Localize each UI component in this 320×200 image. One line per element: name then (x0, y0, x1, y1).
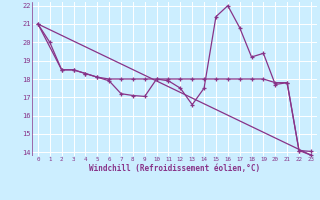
X-axis label: Windchill (Refroidissement éolien,°C): Windchill (Refroidissement éolien,°C) (89, 164, 260, 173)
